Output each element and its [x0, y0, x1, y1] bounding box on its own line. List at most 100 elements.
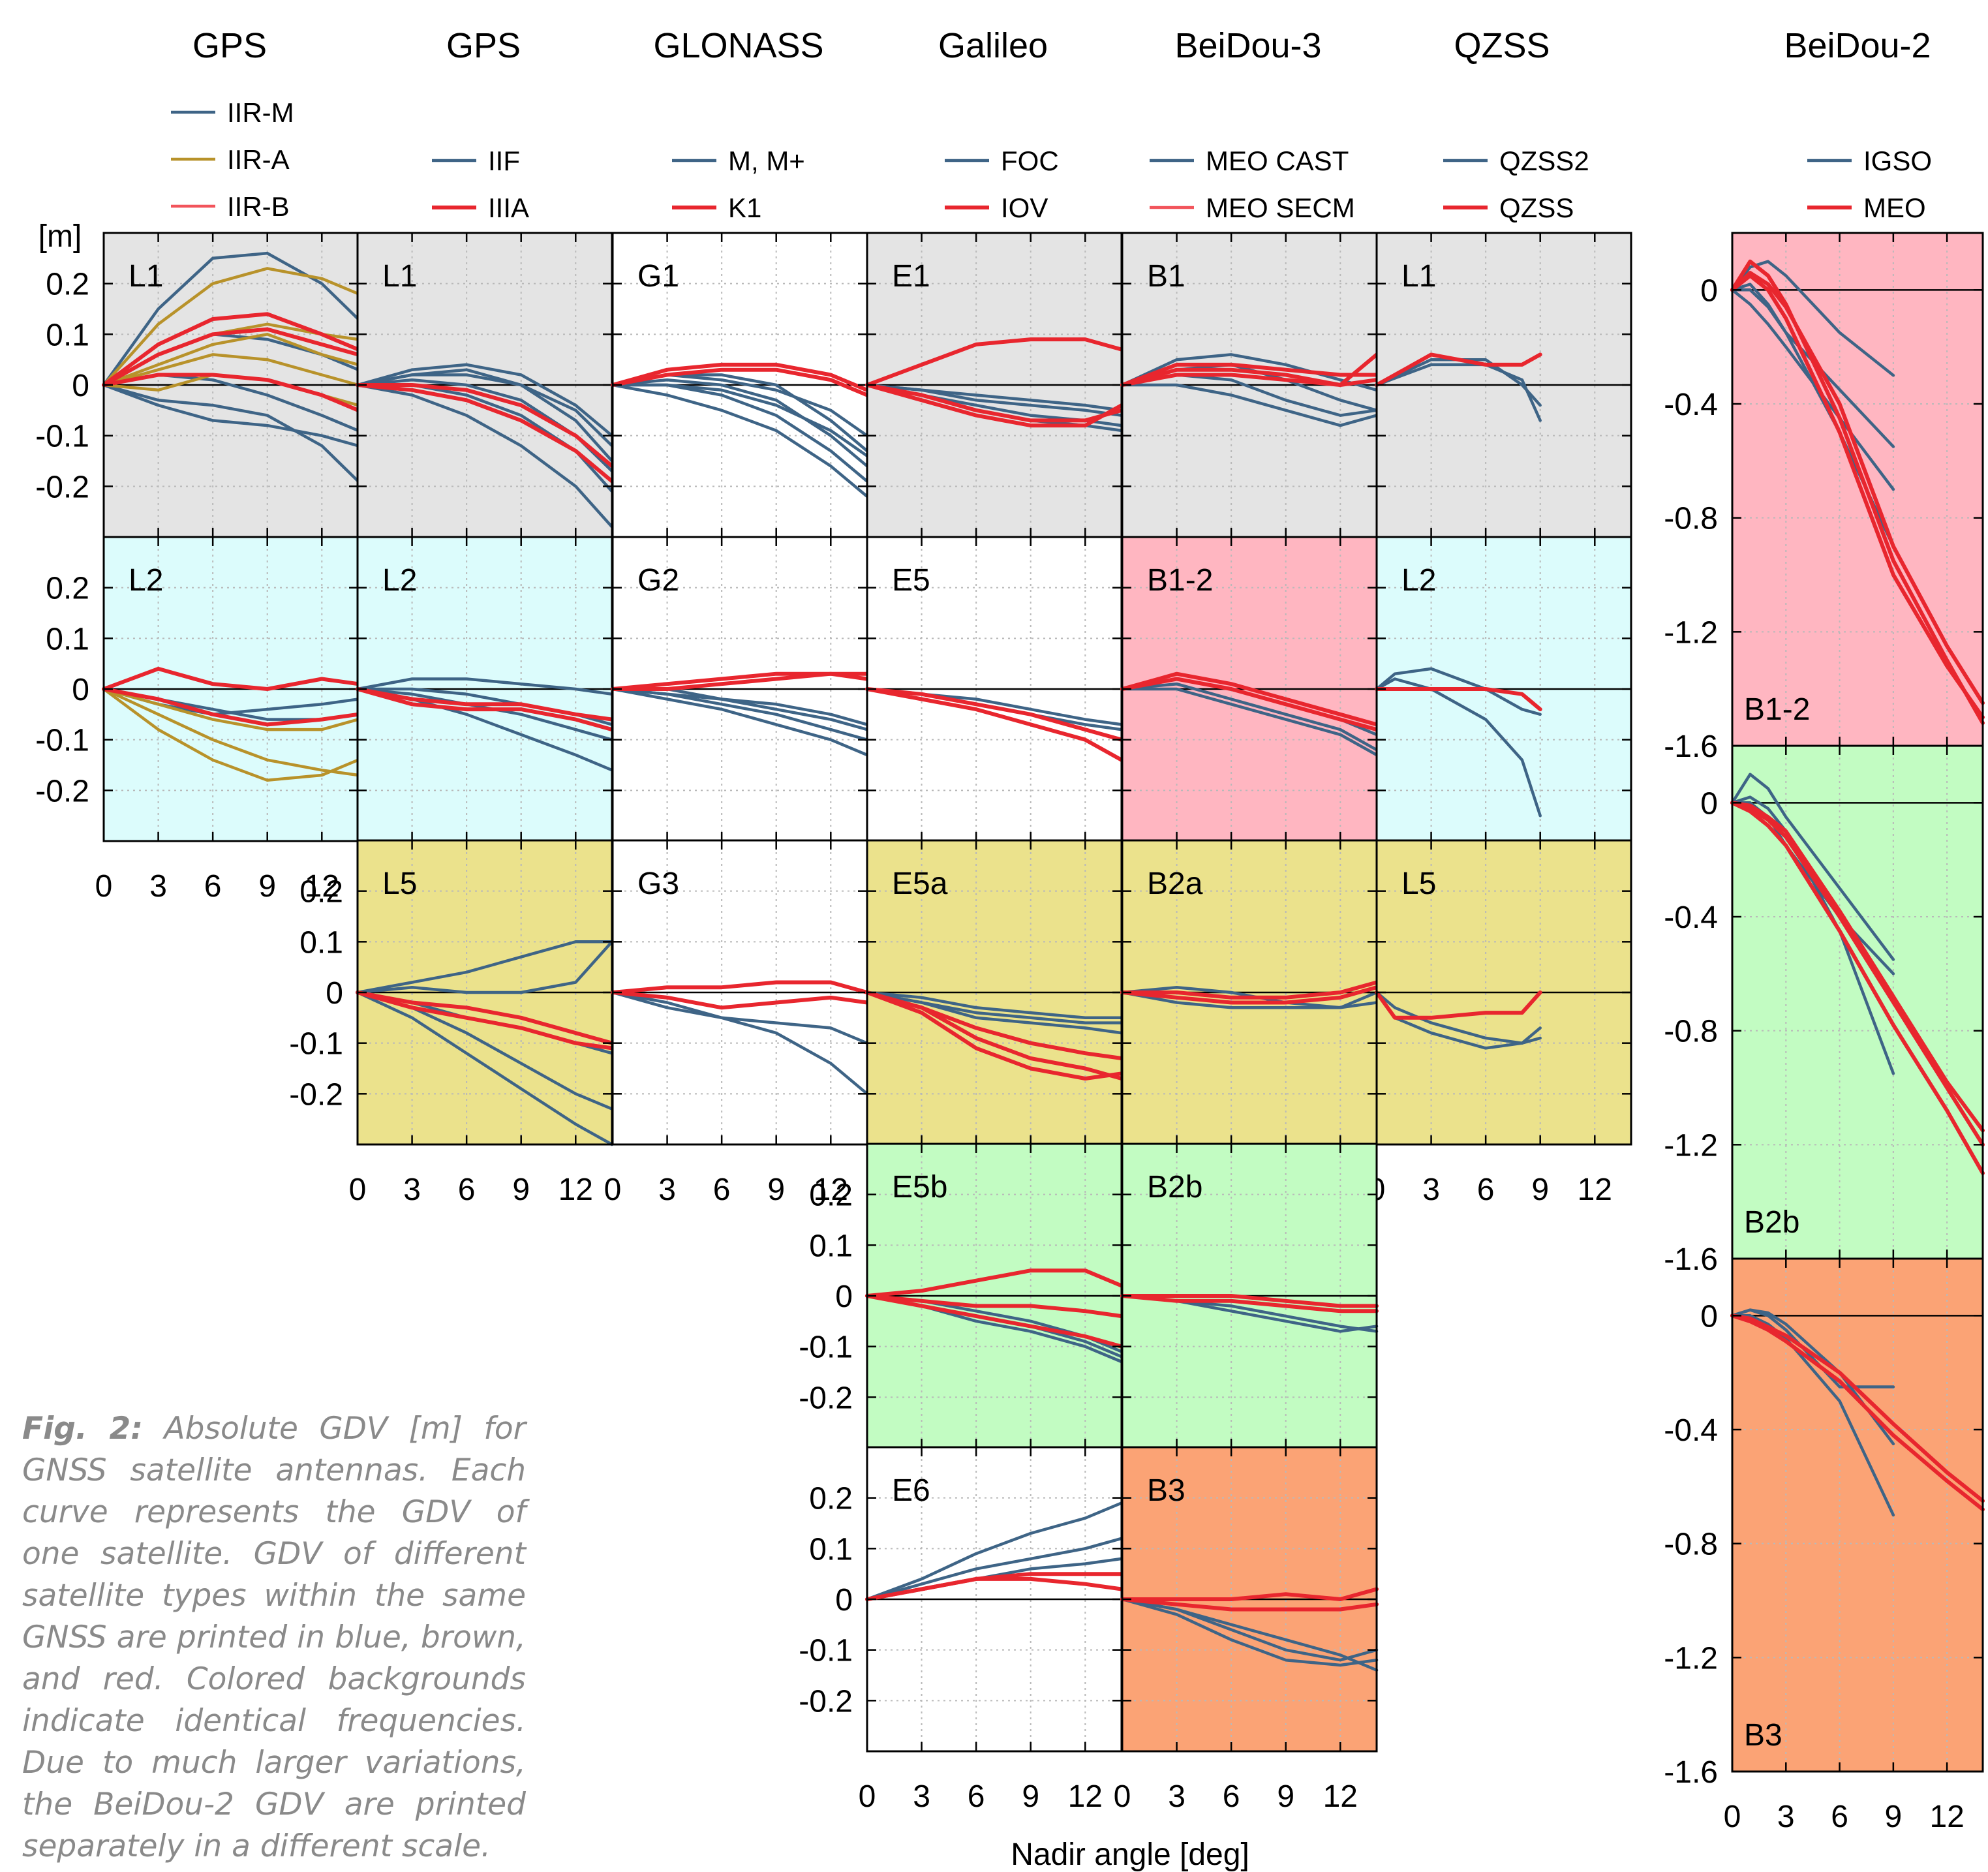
panel-l5	[356, 839, 614, 1146]
panel-l1	[102, 232, 360, 538]
x-tick-label: 9	[1022, 1779, 1039, 1814]
caption-text: Absolute GDV [m] for GNSS satellite ante…	[22, 1411, 526, 1864]
y-tick-label: 0.2	[46, 268, 89, 302]
series-line-red	[611, 980, 869, 994]
panel-background	[1732, 1259, 1983, 1772]
series-line-red	[102, 327, 360, 387]
panel-frame	[1375, 839, 1632, 1146]
y-tick-label: 0.2	[809, 1482, 853, 1516]
y-tick-label: -0.4	[1664, 1413, 1718, 1448]
series-line-blue	[865, 990, 1124, 1035]
series-line-blue	[1730, 260, 1895, 377]
series-line-red	[865, 990, 1124, 1081]
series-line-red	[1375, 352, 1542, 387]
series-line-blue	[865, 383, 1124, 412]
legend-label: QZSS2	[1499, 146, 1589, 176]
x-tick-label: 6	[968, 1779, 985, 1814]
y-tick-label: -0.1	[35, 724, 89, 758]
x-tick-label: 3	[658, 1173, 676, 1207]
panel-b2a	[1120, 839, 1379, 1146]
series-line-blue	[1120, 990, 1379, 1009]
series-line-red	[1120, 677, 1379, 732]
y-tick-label: -0.2	[799, 1684, 853, 1719]
y-tick-label: 0	[835, 1583, 853, 1618]
panel-b1	[1120, 232, 1379, 538]
y-tick-label: 0	[326, 976, 343, 1011]
signal-label: B2b	[1744, 1205, 1799, 1240]
series-line-blue	[1730, 795, 1895, 1075]
x-tick-label: 12	[814, 1173, 848, 1207]
panel-b1-2	[1120, 536, 1379, 842]
series-line-red	[1120, 367, 1379, 387]
signal-label: L1	[382, 259, 417, 294]
signal-label: B1	[1147, 259, 1185, 294]
legend-label: IIR-M	[227, 97, 294, 128]
y-tick-label: 0.2	[809, 1178, 853, 1213]
y-tick-label: -0.8	[1664, 1015, 1718, 1049]
series-line-red	[865, 383, 1124, 423]
signal-label: B2a	[1147, 867, 1203, 901]
series-line-red	[611, 362, 869, 392]
series-line-red	[1730, 259, 1985, 726]
series-line-blue	[356, 373, 614, 448]
caption-label: Fig. 2:	[22, 1411, 144, 1447]
x-tick-label: 12	[1323, 1779, 1358, 1814]
series-line-red	[865, 1572, 1124, 1601]
signal-label: B2b	[1147, 1170, 1202, 1205]
series-line-red	[356, 383, 614, 483]
series-line-red	[611, 990, 869, 1010]
series-line-red	[1120, 985, 1379, 1005]
x-tick-label: 6	[713, 1173, 731, 1207]
panel-l2	[102, 536, 360, 842]
series-line-red	[865, 687, 1124, 762]
x-tick-label: 6	[204, 869, 222, 904]
series-line-blue	[1120, 682, 1379, 752]
x-tick-label: 6	[1477, 1173, 1495, 1207]
x-tick-label: 0	[1114, 1779, 1131, 1814]
series-line-red	[102, 373, 360, 412]
series-line-blue	[356, 990, 614, 1146]
x-tick-label: 12	[1068, 1779, 1103, 1814]
x-tick-label: 9	[1277, 1779, 1294, 1814]
y-tick-label: -0.1	[35, 420, 89, 454]
series-line-red	[1730, 273, 1985, 720]
x-tick-label: 9	[258, 869, 276, 904]
x-tick-label: 6	[1223, 1779, 1240, 1814]
series-line-red	[102, 666, 360, 691]
x-tick-label: 0	[349, 1173, 367, 1207]
y-tick-label: 0.1	[809, 1532, 853, 1567]
y-tick-label: 0	[72, 369, 89, 403]
series-line-red	[1730, 271, 1985, 705]
series-line-blue	[1120, 1597, 1379, 1667]
x-tick-label: 12	[558, 1173, 593, 1207]
figure-caption: Fig. 2: Absolute GDV [m] for GNSS satell…	[22, 1408, 526, 1867]
series-line-blue	[1120, 1597, 1379, 1672]
y-tick-label: -1.2	[1664, 615, 1718, 650]
legend-label: IIR-B	[227, 191, 290, 222]
y-tick-label: -0.2	[35, 470, 89, 504]
signal-label: E5	[892, 563, 930, 598]
signal-label: E6	[892, 1473, 930, 1508]
signal-label: B3	[1147, 1473, 1185, 1508]
y-tick-label: -0.8	[1664, 502, 1718, 536]
legend-label: QZSS	[1499, 192, 1574, 223]
y-tick-label: 0	[1700, 273, 1718, 308]
series-line-blue	[611, 378, 869, 468]
y-tick-label: 0	[835, 1280, 853, 1314]
column-title: BeiDou-2	[1784, 26, 1931, 65]
panel-background	[1732, 233, 1983, 746]
legend-label: MEO	[1863, 192, 1926, 223]
series-line-blue	[611, 383, 869, 499]
x-tick-label: 3	[1422, 1173, 1440, 1207]
legend-label: IIR-A	[227, 144, 290, 175]
series-line-blue	[356, 940, 614, 994]
y-tick-label: -0.1	[799, 1634, 853, 1668]
series-line-red	[865, 990, 1124, 1060]
y-tick-label: -1.6	[1664, 1755, 1718, 1790]
x-tick-label: 0	[604, 1173, 622, 1207]
panel-e6	[865, 1446, 1124, 1753]
column-title: GPS	[192, 26, 267, 65]
series-line-red	[1120, 671, 1379, 727]
panel-l1	[356, 232, 614, 538]
series-line-blue	[865, 1537, 1124, 1601]
